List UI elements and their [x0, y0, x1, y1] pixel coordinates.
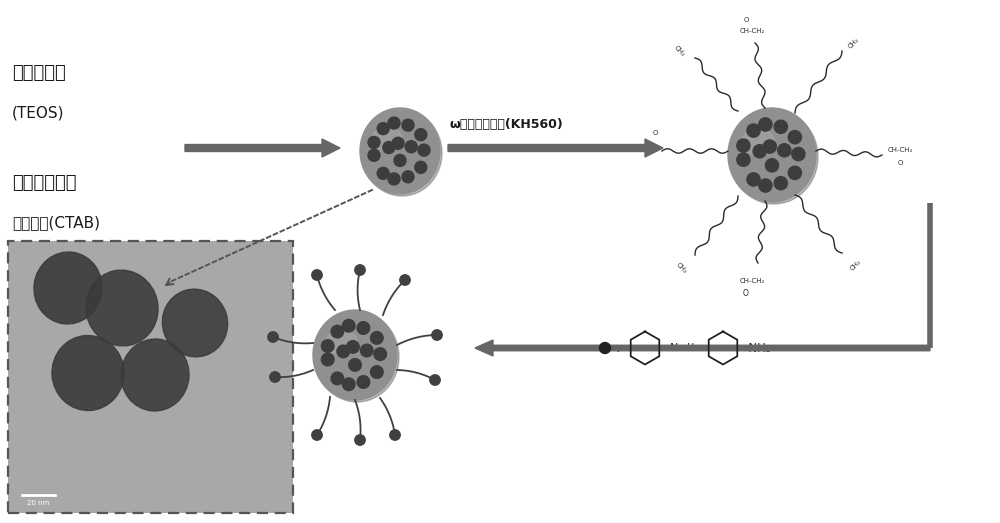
Circle shape: [349, 359, 361, 371]
Ellipse shape: [34, 252, 102, 324]
Circle shape: [377, 122, 389, 134]
Text: CH-CH₂: CH-CH₂: [739, 278, 765, 284]
Circle shape: [374, 348, 386, 360]
Circle shape: [788, 166, 801, 179]
Text: CH₂: CH₂: [673, 44, 687, 58]
Circle shape: [765, 159, 779, 172]
Text: CH-CH₂: CH-CH₂: [887, 147, 913, 153]
FancyArrow shape: [448, 139, 663, 157]
Ellipse shape: [52, 335, 124, 411]
Circle shape: [347, 340, 359, 353]
Ellipse shape: [730, 110, 818, 204]
Circle shape: [778, 144, 791, 157]
Circle shape: [759, 179, 772, 192]
Circle shape: [321, 353, 334, 366]
Circle shape: [357, 376, 370, 388]
Circle shape: [377, 167, 389, 179]
Circle shape: [402, 171, 414, 183]
Bar: [8, 241, 293, 513]
Circle shape: [268, 332, 278, 342]
Ellipse shape: [362, 110, 442, 196]
Circle shape: [763, 140, 776, 153]
Text: 基渴化锐(CTAB): 基渴化锐(CTAB): [12, 215, 100, 231]
Circle shape: [415, 161, 427, 173]
Circle shape: [270, 372, 280, 382]
Bar: [8, 241, 293, 513]
Circle shape: [331, 325, 344, 338]
Circle shape: [383, 142, 395, 154]
Circle shape: [357, 322, 370, 334]
Ellipse shape: [86, 270, 158, 346]
Circle shape: [737, 139, 750, 152]
Text: O: O: [652, 130, 658, 136]
Circle shape: [737, 153, 750, 166]
Text: CH-CH₂: CH-CH₂: [739, 28, 765, 34]
Text: -NH₂: -NH₂: [744, 342, 771, 355]
Circle shape: [368, 137, 380, 149]
Ellipse shape: [315, 312, 399, 402]
Text: (TEOS): (TEOS): [12, 106, 64, 120]
Text: N: N: [670, 343, 678, 353]
Circle shape: [331, 372, 344, 385]
Circle shape: [390, 430, 400, 440]
Circle shape: [792, 147, 805, 161]
Circle shape: [402, 119, 414, 131]
Circle shape: [355, 265, 365, 275]
Circle shape: [392, 137, 404, 149]
Circle shape: [600, 343, 610, 354]
Text: 20 nm: 20 nm: [27, 500, 49, 506]
Text: ω：硅烷偶联剂(KH560): ω：硅烷偶联剂(KH560): [450, 119, 564, 131]
Circle shape: [312, 270, 322, 280]
Ellipse shape: [162, 289, 228, 357]
Circle shape: [337, 345, 350, 358]
Text: CH₂: CH₂: [847, 36, 861, 50]
Text: O: O: [897, 160, 903, 166]
Ellipse shape: [326, 330, 357, 355]
Circle shape: [774, 177, 787, 190]
Circle shape: [747, 173, 760, 186]
Text: 正硒酸乙酯: 正硒酸乙酯: [12, 64, 66, 82]
Text: O: O: [743, 17, 749, 23]
Circle shape: [405, 141, 417, 153]
Circle shape: [342, 320, 355, 332]
FancyArrow shape: [185, 139, 340, 157]
Circle shape: [415, 129, 427, 141]
Text: :: :: [615, 341, 620, 355]
Circle shape: [774, 120, 787, 133]
Circle shape: [753, 145, 766, 158]
FancyArrow shape: [475, 340, 930, 356]
Circle shape: [355, 435, 365, 445]
Text: H: H: [686, 343, 694, 353]
Circle shape: [321, 340, 334, 353]
Circle shape: [388, 173, 400, 185]
Circle shape: [432, 330, 442, 340]
Text: ZHO-HO: ZHO-HO: [632, 143, 658, 149]
Ellipse shape: [741, 129, 774, 155]
Ellipse shape: [360, 108, 440, 194]
Text: 十六烷基三甲: 十六烷基三甲: [12, 174, 76, 192]
Ellipse shape: [728, 108, 816, 202]
Circle shape: [747, 124, 760, 137]
Ellipse shape: [372, 127, 402, 151]
Circle shape: [430, 375, 440, 385]
Circle shape: [788, 131, 801, 144]
Circle shape: [394, 154, 406, 166]
Text: O: O: [743, 289, 749, 298]
Circle shape: [368, 149, 380, 161]
Ellipse shape: [121, 339, 189, 411]
Circle shape: [371, 366, 383, 379]
Circle shape: [312, 430, 322, 440]
Text: CH₂: CH₂: [849, 258, 863, 271]
Circle shape: [342, 378, 355, 391]
Circle shape: [759, 118, 772, 131]
Circle shape: [400, 275, 410, 285]
Text: CH₂: CH₂: [675, 262, 689, 275]
Circle shape: [360, 344, 373, 357]
Ellipse shape: [313, 310, 397, 400]
Circle shape: [418, 144, 430, 156]
Circle shape: [371, 332, 383, 344]
Circle shape: [388, 117, 400, 129]
